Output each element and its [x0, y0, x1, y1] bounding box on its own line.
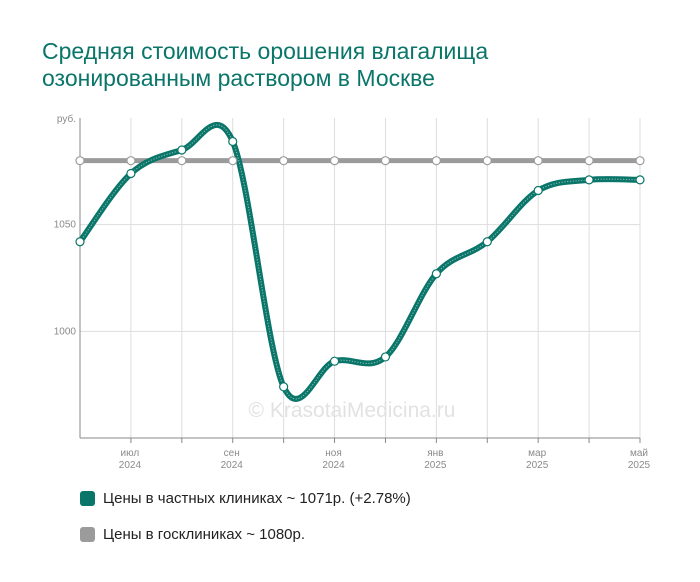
axes [79, 118, 641, 443]
marker-private [482, 237, 492, 247]
x-tick-label-month: сен [224, 448, 240, 459]
x-tick-label-year: 2024 [322, 460, 345, 471]
marker-private [584, 175, 594, 185]
marker-public [126, 156, 136, 166]
x-tick-label-month: мар [528, 448, 546, 459]
x-tick-label-month: ноя [325, 448, 342, 459]
marker-private [75, 237, 85, 247]
x-tick-label-year: 2025 [424, 460, 447, 471]
marker-public [533, 156, 543, 166]
marker-private [635, 175, 645, 185]
marker-private [533, 185, 543, 196]
watermark-text: © KrasotaiMedicina.ru [249, 399, 456, 422]
marker-private [329, 356, 340, 366]
data-markers [75, 136, 645, 392]
legend-item-public[interactable]: Цены в госклиниках ~ 1080р. [80, 524, 411, 544]
marker-public [482, 156, 492, 166]
axis-labels: руб.10001050июл2024сен2024ноя2024янв2025… [54, 113, 651, 471]
marker-public [380, 156, 391, 166]
marker-public [177, 156, 187, 166]
marker-public [584, 156, 594, 166]
series-lines [77, 122, 641, 402]
legend-label-public: Цены в госклиниках ~ 1080р. [103, 525, 306, 543]
marker-private [177, 145, 187, 155]
x-tick-label-year: 2024 [119, 460, 142, 471]
marker-private [380, 352, 391, 362]
marker-private [126, 168, 136, 179]
series-line-private [77, 122, 641, 402]
marker-public [75, 156, 85, 166]
chart-title: Средняя стоимость орошения влагалища озо… [42, 38, 489, 91]
marker-public [635, 156, 645, 166]
legend: Цены в частных клиниках ~ 1071р. (+2.78%… [80, 488, 411, 560]
y-tick-label: 1000 [54, 326, 77, 337]
series-line-private-hatch [79, 124, 641, 400]
legend-label-private: Цены в частных клиниках ~ 1071р. (+2.78%… [103, 489, 411, 507]
marker-private [431, 269, 441, 279]
x-tick-label-month: июл [121, 448, 140, 459]
marker-public [329, 156, 340, 166]
marker-public [279, 156, 289, 166]
legend-item-private[interactable]: Цены в частных клиниках ~ 1071р. (+2.78%… [80, 488, 411, 508]
grid-lines [80, 118, 641, 438]
series-private-group [77, 122, 641, 402]
marker-public [431, 156, 441, 166]
x-tick-label-year: 2025 [526, 460, 549, 471]
legend-swatch-private [80, 490, 95, 506]
marker-private [228, 136, 238, 147]
marker-private [279, 382, 289, 392]
x-tick-label-month: янв [427, 448, 443, 459]
marker-public [228, 156, 238, 166]
x-tick-label-year: 2025 [628, 460, 651, 471]
legend-swatch-public [80, 526, 95, 542]
chart-area: © KrasotaiMedicina.ru руб.10001050июл202… [54, 113, 651, 471]
y-axis-unit-label: руб. [57, 113, 76, 125]
x-tick-label-year: 2024 [221, 460, 244, 471]
y-tick-label: 1050 [54, 220, 77, 231]
x-tick-label-month: май [630, 448, 648, 459]
